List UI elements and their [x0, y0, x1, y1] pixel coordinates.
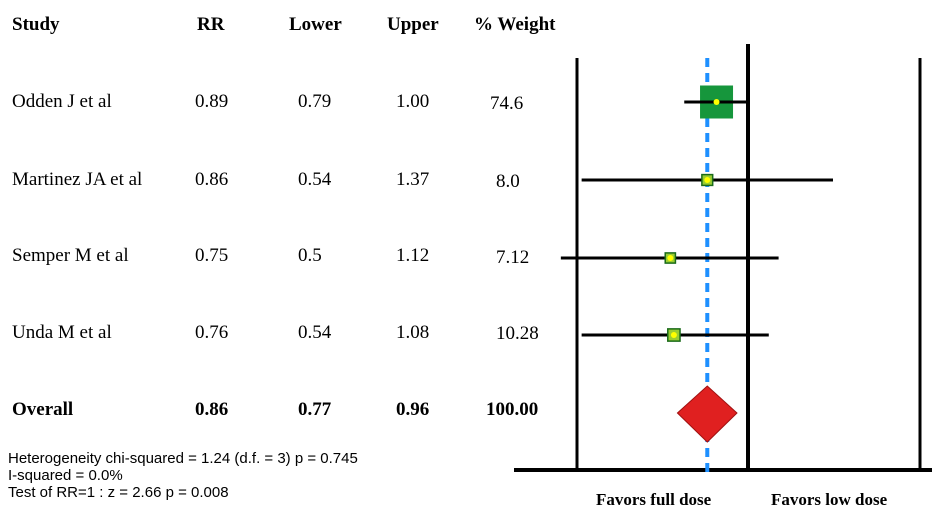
study-name: Martinez JA et al: [12, 169, 143, 190]
test-text: Test of RR=1 : z = 2.66 p = 0.008: [8, 484, 229, 501]
heterogeneity-text: Heterogeneity chi-squared = 1.24 (d.f. =…: [8, 450, 358, 467]
study-upper: 1.37: [396, 169, 430, 190]
overall-label: Overall: [12, 399, 74, 420]
overall-diamond: [676, 385, 738, 443]
point-estimate: [713, 99, 720, 105]
header-lower: Lower: [289, 14, 342, 35]
header-upper: Upper: [387, 14, 439, 35]
overall-upper: 0.96: [396, 399, 430, 420]
favors-left-label: Favors full dose: [596, 490, 712, 509]
study-lower: 0.54: [298, 169, 332, 190]
favors-right-label: Favors low dose: [771, 490, 888, 509]
overall-rr: 0.86: [195, 399, 229, 420]
stats-block: Heterogeneity chi-squared = 1.24 (d.f. =…: [8, 450, 358, 501]
study-lower: 0.5: [298, 245, 322, 266]
study-rr: 0.76: [195, 322, 229, 343]
study-lower: 0.54: [298, 322, 332, 343]
point-estimate: [670, 332, 677, 338]
header-weight: % Weight: [474, 14, 556, 35]
study-rr: 0.86: [195, 169, 229, 190]
i-squared-text: I-squared = 0.0%: [8, 467, 123, 484]
study-rr: 0.89: [195, 91, 229, 112]
point-estimate: [704, 177, 711, 183]
point-estimate: [667, 255, 674, 261]
study-upper: 1.00: [396, 91, 430, 112]
study-name: Unda M et al: [12, 322, 112, 343]
study-upper: 1.08: [396, 322, 430, 343]
study-name: Semper M et al: [12, 245, 129, 266]
study-weight: 7.12: [496, 247, 530, 268]
study-name: Odden J et al: [12, 91, 112, 112]
study-weight: 10.28: [496, 323, 539, 344]
overall-weight: 100.00: [486, 399, 539, 420]
study-upper: 1.12: [396, 245, 430, 266]
study-weight: 74.6: [490, 93, 524, 114]
study-weight: 8.0: [496, 171, 520, 192]
header-rr: RR: [197, 14, 225, 35]
study-lower: 0.79: [298, 91, 332, 112]
overall-lower: 0.77: [298, 399, 332, 420]
study-rr: 0.75: [195, 245, 229, 266]
header-study: Study: [12, 14, 60, 35]
